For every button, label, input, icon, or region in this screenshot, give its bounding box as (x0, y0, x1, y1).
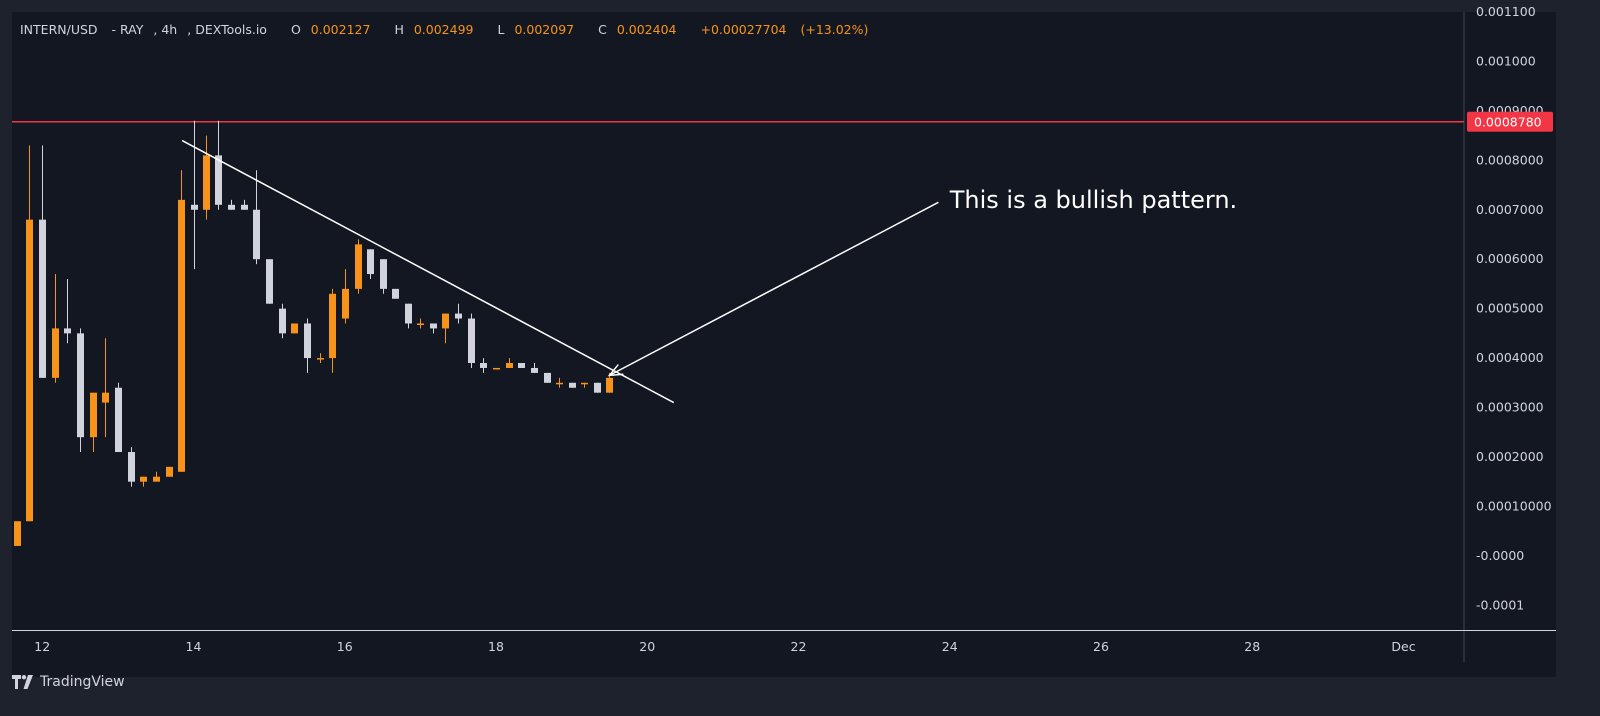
symbol-legend: INTERN/USD - RAY, 4h, DEXTools.io O 0.002… (20, 22, 869, 37)
legend-change: +0.00027704 (700, 22, 787, 37)
legend-high-label: H (394, 22, 404, 37)
price-tick-label: 0.0005000 (1476, 301, 1544, 316)
candle-body (392, 288, 399, 299)
candle-body (191, 204, 198, 210)
candle-body (64, 328, 71, 334)
candle-body (367, 249, 374, 275)
tradingview-brand[interactable]: TradingView (12, 674, 125, 690)
time-tick-label: 26 (1093, 639, 1109, 654)
candle-body (14, 521, 21, 546)
candle-body (581, 382, 588, 385)
legend-open-value: 0.002127 (310, 22, 371, 37)
plot-background (12, 12, 1556, 677)
brand-name: TradingView (40, 674, 125, 690)
annotation-arrow-head (607, 364, 624, 377)
legend-high-value: 0.002499 (413, 22, 474, 37)
candle-body (215, 155, 222, 205)
annotation-text: This is a bullish pattern. (949, 186, 1237, 214)
price-tick-label: -0.0001 (1476, 597, 1524, 612)
candle-body (304, 323, 311, 359)
time-tick-label: 12 (34, 639, 50, 654)
resistance-price-tag (1467, 111, 1553, 132)
legend-low-label: L (497, 22, 505, 37)
candle-body (228, 204, 235, 210)
candle-body (606, 377, 613, 393)
price-tick-label: 0.0002000 (1476, 449, 1544, 464)
candle-body (594, 382, 601, 393)
candle-body (569, 382, 576, 388)
candle-body (203, 155, 210, 210)
candle-body (405, 303, 412, 324)
candle-body (178, 199, 185, 472)
legend-symbol: INTERN/USD (20, 22, 98, 37)
candle-body (317, 358, 324, 360)
time-tick-label: 24 (942, 639, 958, 654)
candle-body (493, 367, 500, 370)
resistance-price-label: 0.0008780 (1474, 114, 1542, 129)
candle-body (166, 466, 173, 477)
price-tick-label: 0.0006000 (1476, 251, 1544, 266)
candle-body (544, 372, 551, 383)
candle-body (291, 323, 298, 334)
price-tick-label: 0.001000 (1476, 53, 1536, 68)
legend-exchange: RAY (120, 22, 144, 37)
candle-body (241, 204, 248, 210)
candle-body (128, 452, 135, 482)
candle-body (115, 387, 122, 453)
candle-body (39, 219, 46, 378)
annotation-arrow-shaft (609, 201, 939, 377)
price-tick-label: 0.0008000 (1476, 152, 1544, 167)
price-tick-label: -0.0000 (1476, 548, 1524, 563)
legend-source: DEXTools.io (195, 22, 267, 37)
candle-body (380, 259, 387, 289)
candle-body (518, 363, 525, 368)
legend-close-value: 0.002404 (616, 22, 677, 37)
time-tick-label: 22 (791, 639, 807, 654)
descending-trendline (181, 139, 675, 404)
price-tick-label: 0.0003000 (1476, 400, 1544, 415)
candle-body (279, 308, 286, 334)
price-tick-label: 0.00010000 (1476, 498, 1552, 513)
candle-body (480, 363, 487, 368)
candle-body (329, 293, 336, 359)
time-tick-label: 18 (488, 639, 504, 654)
price-tick-label: 0.001100 (1476, 4, 1536, 19)
time-tick-label: 16 (337, 639, 353, 654)
candle-body (77, 333, 84, 438)
candle-body (455, 313, 462, 319)
legend-open-label: O (290, 22, 301, 37)
candle-body (417, 323, 424, 325)
time-tick-label: Dec (1391, 639, 1415, 654)
candle-body (102, 392, 109, 403)
candle-body (468, 318, 475, 364)
candle-body (531, 367, 538, 373)
time-tick-label: 20 (639, 639, 655, 654)
candle-body (140, 476, 147, 482)
candle-body (355, 244, 362, 289)
legend-interval: 4h (161, 22, 178, 37)
candle-body (442, 313, 449, 329)
candle-body (253, 209, 260, 260)
price-tick-label: 0.0004000 (1476, 350, 1544, 365)
candle-body (52, 328, 59, 378)
legend-low-value: 0.002097 (514, 22, 575, 37)
candle-body (266, 259, 273, 304)
candle-body (153, 476, 160, 482)
candle-body (26, 219, 33, 522)
candle-body (90, 392, 97, 438)
candle-body (506, 363, 513, 368)
price-tick-label: 0.0007000 (1476, 202, 1544, 217)
time-tick-label: 28 (1244, 639, 1260, 654)
candle-body (430, 323, 437, 329)
tradingview-logo-icon (12, 675, 33, 689)
legend-change-pct: (+13.02%) (800, 22, 869, 37)
legend-close-label: C (598, 22, 607, 37)
candle-body (342, 288, 349, 319)
candle-body (556, 382, 563, 385)
time-tick-label: 14 (186, 639, 202, 654)
